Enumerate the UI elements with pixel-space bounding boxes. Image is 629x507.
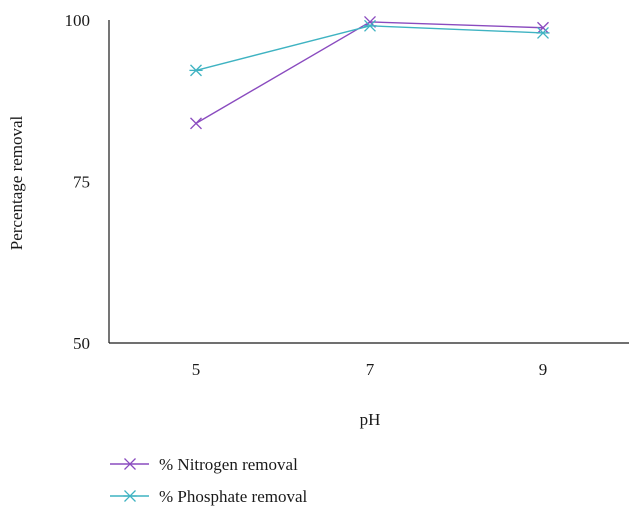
legend-label: % Phosphate removal xyxy=(159,487,308,506)
x-axis-title: pH xyxy=(360,410,381,429)
x-tick-label: 9 xyxy=(539,360,548,379)
legend-label: % Nitrogen removal xyxy=(159,455,298,474)
y-tick-label: 50 xyxy=(73,334,90,353)
series-line xyxy=(195,25,544,72)
x-tick-labels: 5 7 9 xyxy=(192,360,548,379)
legend-item: % Nitrogen removal xyxy=(110,455,298,474)
series-line xyxy=(195,21,544,124)
legend-item: % Phosphate removal xyxy=(110,487,308,506)
y-axis-title: Percentage removal xyxy=(7,115,26,250)
y-tick-labels: 50 75 100 xyxy=(65,11,91,353)
y-tick-label: 75 xyxy=(73,173,90,192)
x-tick-label: 5 xyxy=(192,360,201,379)
data-point-marker xyxy=(536,26,550,39)
data-point-marker xyxy=(189,64,203,77)
x-tick-label: 7 xyxy=(366,360,375,379)
data-point-marker xyxy=(537,21,549,34)
data-point-marker xyxy=(363,19,377,32)
y-tick-label: 100 xyxy=(65,11,91,30)
legend: % Nitrogen removal % Phosphate removal xyxy=(110,455,308,506)
data-point-marker xyxy=(123,490,137,502)
data-point-marker xyxy=(190,117,202,130)
data-point-marker xyxy=(124,458,136,470)
plot-area: 50 75 100 5 7 9 xyxy=(65,11,629,379)
series-layer xyxy=(189,15,550,130)
